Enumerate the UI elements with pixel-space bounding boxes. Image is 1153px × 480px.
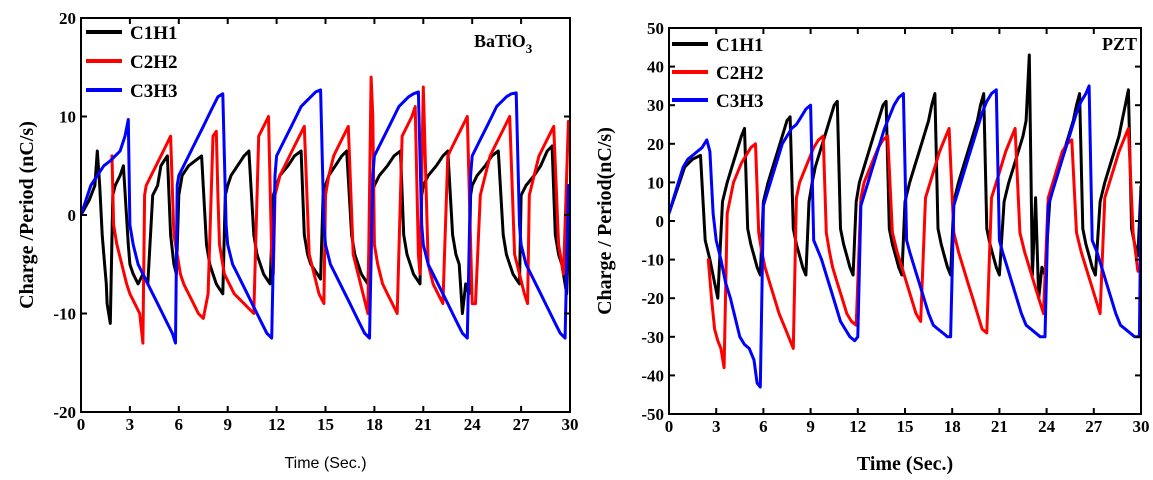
- x-tick-label: 6: [759, 417, 768, 436]
- y-tick-label: -50: [641, 405, 664, 424]
- x-tick-label: 24: [1038, 417, 1056, 436]
- y-tick-label: -10: [641, 251, 664, 270]
- x-tick-label: 30: [1133, 417, 1150, 436]
- y-tick-label: 0: [656, 212, 665, 231]
- y-tick-label: -20: [53, 403, 76, 422]
- x-axis-title: Time (Sec.): [857, 453, 953, 475]
- y-axis-title: Charge /Period (nC/s): [16, 121, 38, 309]
- x-tick-label: 18: [366, 415, 383, 434]
- legend-label-c3h3: C3H3: [716, 91, 764, 112]
- y-tick-label: 0: [68, 206, 77, 225]
- x-tick-label: 18: [944, 417, 961, 436]
- y-tick-label: -40: [641, 366, 664, 385]
- chart-panel-1: 0 3 6 9 12 15 18 21 24 27 30 -20 -10 0 10 20 Time (Sec.)…: [16, 9, 579, 472]
- x-tick-label: 12: [849, 417, 866, 436]
- x-tick-label: 9: [806, 417, 815, 436]
- x-tick-label: 9: [223, 415, 232, 434]
- x-tick-label: 27: [513, 415, 531, 434]
- x-tick-label: 15: [897, 417, 914, 436]
- y-tick-label: 10: [59, 108, 76, 127]
- y-tick-label: 20: [647, 135, 664, 154]
- legend-label-c1h1: C1H1: [130, 23, 178, 44]
- panel-title: PZT: [1102, 34, 1137, 54]
- y-tick-label: 10: [647, 173, 664, 192]
- x-tick-label: 0: [77, 415, 86, 434]
- legend-label-c3h3: C3H3: [130, 81, 178, 102]
- series-line-c2h2: [110, 75, 570, 345]
- x-tick-label: 21: [415, 415, 432, 434]
- x-tick-label: 24: [464, 415, 482, 434]
- x-tick-label: 0: [665, 417, 674, 436]
- panel-title: BaTiO3: [474, 31, 533, 56]
- x-tick-label: 21: [991, 417, 1008, 436]
- y-tick-label: 50: [647, 19, 664, 38]
- legend-label-c1h1: C1H1: [716, 35, 764, 56]
- legend-label-c2h2: C2H2: [716, 63, 764, 84]
- chart-panel-2: 0 3 6 9 12 15 18 21 24 27 30 -50 -40 -30 -20 -10 0 10 20 30…: [594, 19, 1150, 475]
- x-tick-label: 27: [1085, 417, 1103, 436]
- legend-label-c2h2: C2H2: [130, 52, 178, 73]
- series-line-c2h2: [706, 126, 1140, 370]
- y-tick-label: 30: [647, 96, 664, 115]
- y-tick-label: 40: [647, 58, 664, 77]
- x-tick-label: 12: [268, 415, 285, 434]
- series-line-c3h3: [81, 88, 570, 345]
- x-tick-label: 3: [126, 415, 135, 434]
- x-axis-title: Time (Sec.): [284, 455, 366, 472]
- y-tick-label: -20: [641, 289, 664, 308]
- series-line-c3h3: [669, 84, 1141, 389]
- y-axis-title: Charge / Period(nC/s): [594, 127, 616, 315]
- x-tick-label: 3: [712, 417, 721, 436]
- y-tick-label: 20: [59, 9, 76, 28]
- y-tick-label: -10: [53, 305, 76, 324]
- y-tick-label: -30: [641, 328, 664, 347]
- x-tick-label: 6: [175, 415, 184, 434]
- x-tick-label: 15: [317, 415, 334, 434]
- x-tick-label: 30: [562, 415, 579, 434]
